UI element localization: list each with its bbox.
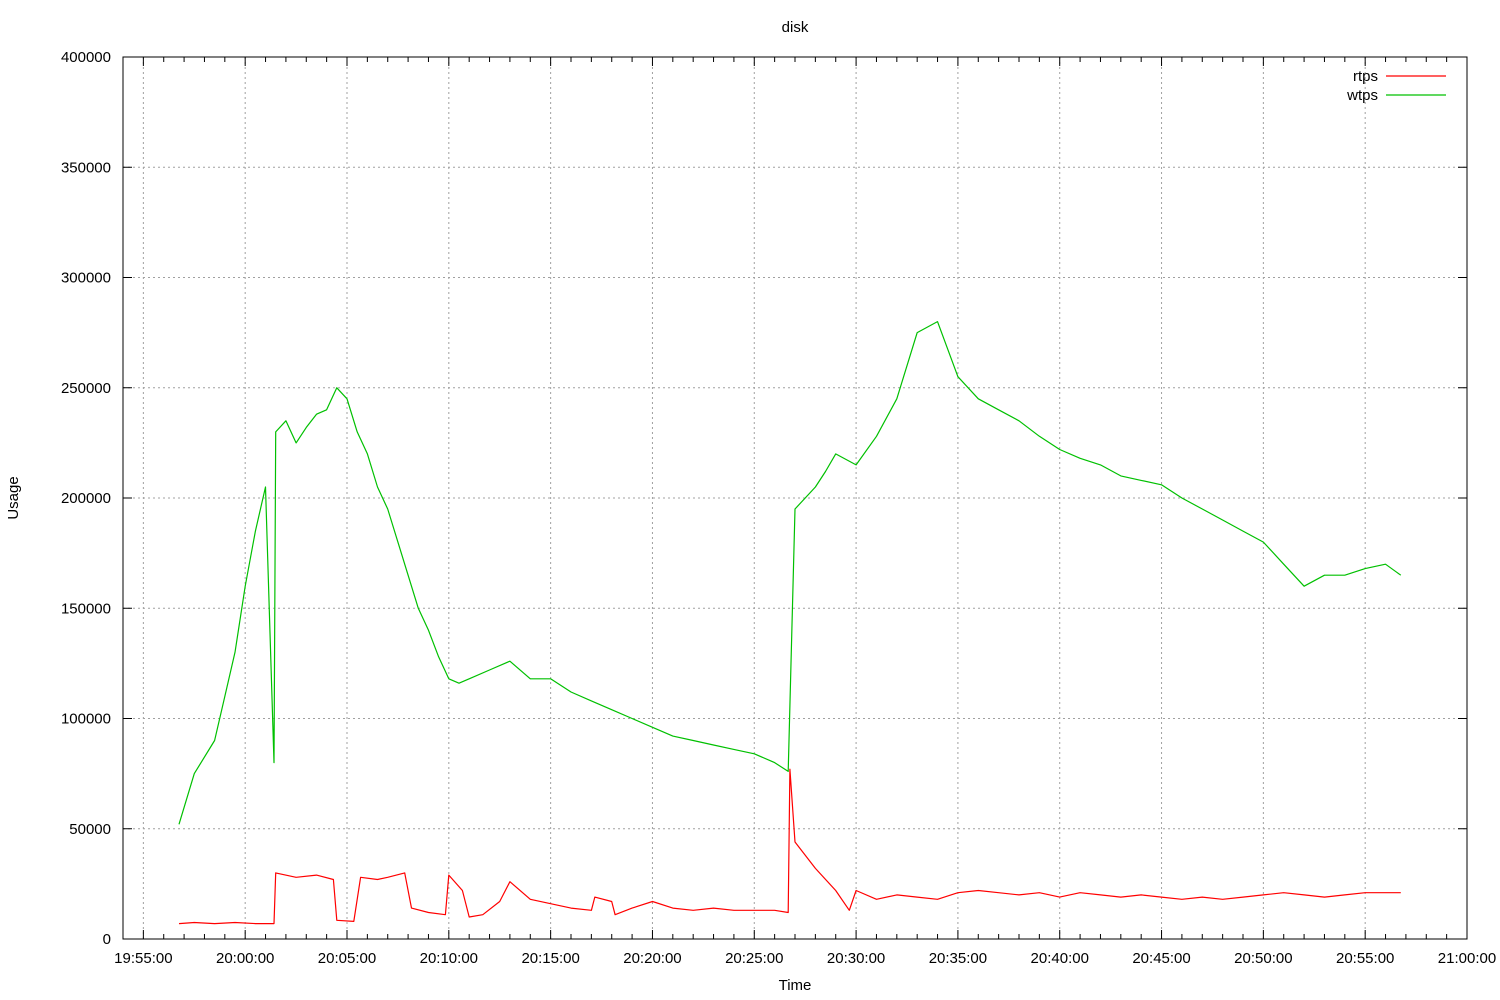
legend-label-rtps: rtps [1353, 68, 1378, 85]
x-tick-label: 20:40:00 [1031, 950, 1089, 967]
x-tick-label: 20:30:00 [827, 950, 885, 967]
x-axis-label: Time [779, 977, 812, 994]
grid-lines [123, 57, 1467, 939]
x-tick-label: 20:15:00 [521, 950, 579, 967]
x-tick-label: 20:10:00 [420, 950, 478, 967]
y-tick-label: 250000 [61, 380, 111, 397]
y-tick-labels: 0 50000 100000 150000 200000 250000 300000 3500… [61, 49, 111, 948]
x-tick-label: 19:55:00 [114, 950, 172, 967]
y-tick-label: 100000 [61, 711, 111, 728]
y-tick-label: 150000 [61, 600, 111, 617]
y-tick-label: 400000 [61, 49, 111, 66]
x-tick-label: 20:25:00 [725, 950, 783, 967]
legend: rtps wtps [1346, 68, 1446, 104]
x-tick-label: 21:00:00 [1438, 950, 1496, 967]
series-line-wtps [178, 321, 1402, 825]
y-tick-label: 350000 [61, 159, 111, 176]
series-lines [178, 321, 1402, 925]
x-tick-label: 20:05:00 [318, 950, 376, 967]
y-axis-label: Usage [5, 476, 22, 519]
x-tick-label: 20:55:00 [1336, 950, 1394, 967]
y-tick-label: 300000 [61, 270, 111, 287]
chart-title: disk [782, 19, 809, 36]
x-tick-label: 20:50:00 [1234, 950, 1292, 967]
legend-label-wtps: wtps [1346, 87, 1378, 104]
x-tick-label: 20:45:00 [1132, 950, 1190, 967]
x-tick-label: 20:20:00 [623, 950, 681, 967]
y-tick-label: 200000 [61, 490, 111, 507]
y-tick-label: 50000 [69, 821, 111, 838]
series-line-rtps [178, 768, 1401, 925]
x-tick-label: 20:00:00 [216, 950, 274, 967]
x-tick-labels: 19:55:00 20:00:00 20:05:00 20:10:00 20:15:00… [114, 950, 1496, 967]
axis-ticks [122, 56, 1468, 940]
x-tick-label: 20:35:00 [929, 950, 987, 967]
y-tick-label: 0 [103, 931, 111, 948]
